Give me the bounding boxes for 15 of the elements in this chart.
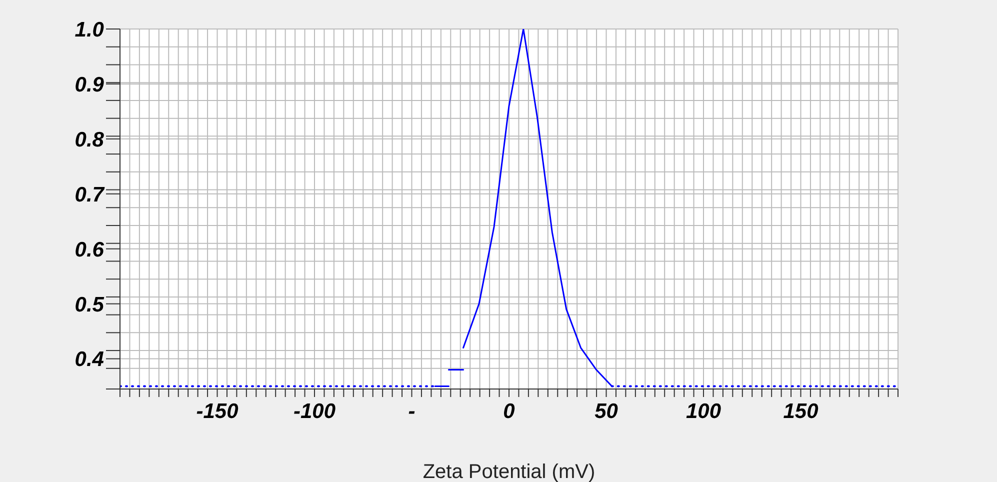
x-tick-label: - (408, 400, 416, 423)
y-tick-label: 0.6 (74, 238, 104, 262)
y-tick-label: 1.0 (74, 18, 104, 42)
x-tick-label: 150 (783, 400, 819, 423)
x-tick-label: 0 (503, 400, 516, 423)
y-tick-label: 0.9 (74, 73, 104, 96)
x-tick-label: -100 (293, 400, 336, 423)
x-tick-label: 50 (594, 400, 618, 423)
y-tick-label: 0.7 (74, 183, 106, 206)
x-tick-label: 100 (686, 400, 722, 423)
y-tick-label: 0.8 (74, 128, 104, 152)
y-tick-label: 0.4 (74, 348, 104, 372)
y-tick-label: 0.5 (74, 293, 104, 316)
x-tick-label: -150 (196, 400, 239, 423)
x-axis-title: Zeta Potential (mV) (422, 461, 596, 482)
